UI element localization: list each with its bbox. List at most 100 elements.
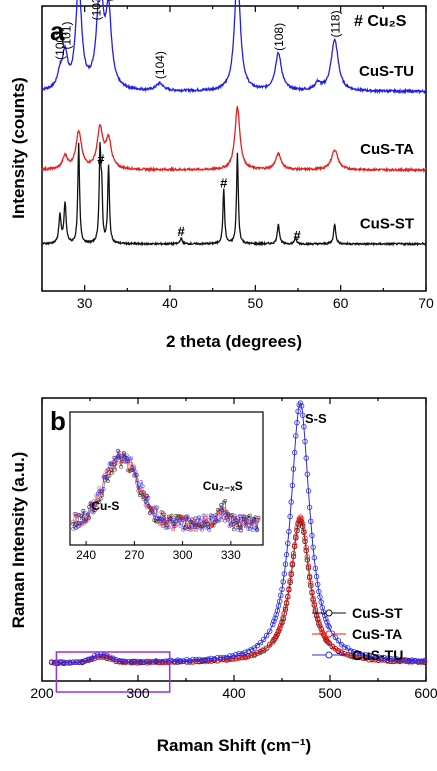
raman-point <box>357 651 363 657</box>
panel-b-series <box>48 400 428 666</box>
raman-point <box>153 658 159 664</box>
raman-point <box>335 647 342 654</box>
panel-a-hash-marks: # # # # <box>97 152 301 243</box>
raman-point <box>280 579 286 585</box>
raman-point <box>248 646 254 653</box>
x-tick-label: 40 <box>162 295 178 311</box>
peak-label: (104) <box>153 51 167 79</box>
panel-a-x-ticks: 30 40 50 60 70 <box>41 6 434 311</box>
panel-b-legend: CuS-ST CuS-TA CuS-TU <box>312 605 403 663</box>
raman-point <box>315 581 321 588</box>
raman-point <box>397 657 403 663</box>
peak-label: (101) <box>60 22 74 50</box>
raman-point <box>366 652 372 658</box>
raman-point <box>409 657 415 663</box>
raman-point <box>310 544 316 550</box>
series-label-cus-tu: CuS-TU <box>359 63 414 80</box>
raman-point <box>233 651 239 658</box>
raman-point <box>363 652 369 658</box>
raman-point <box>239 654 245 661</box>
raman-point <box>308 518 314 524</box>
raman-point <box>214 655 221 661</box>
raman-point <box>318 626 324 632</box>
cu2s-hash-mark: # <box>177 224 185 239</box>
raman-point <box>134 658 141 665</box>
raman-point <box>289 560 296 567</box>
inset-point <box>187 522 191 527</box>
raman-point <box>306 504 313 511</box>
raman-point <box>295 408 301 414</box>
xrd-series-cus-tu <box>41 0 427 95</box>
inset-point <box>176 518 181 523</box>
raman-point <box>403 657 409 663</box>
inset-point <box>205 518 210 523</box>
legend-label-cus-tu: CuS-TU <box>352 647 403 663</box>
inset-point <box>137 485 142 490</box>
raman-point <box>293 533 299 539</box>
raman-point <box>79 659 85 665</box>
cu2s-hash-mark: # <box>220 175 228 190</box>
raman-point <box>316 588 322 595</box>
raman-point <box>88 655 95 661</box>
raman-point <box>263 632 270 639</box>
raman-point <box>131 658 138 664</box>
raman-point <box>312 606 319 612</box>
raman-point <box>310 595 316 602</box>
raman-point <box>388 655 394 662</box>
raman-point <box>418 658 425 664</box>
x-tick-label: 300 <box>126 685 150 701</box>
raman-point <box>290 466 297 472</box>
raman-point <box>304 554 310 560</box>
raman-point <box>147 658 153 665</box>
raman-point <box>64 660 70 666</box>
raman-point <box>391 656 397 662</box>
raman-point <box>91 653 98 659</box>
raman-point <box>369 657 375 663</box>
raman-point <box>292 542 298 548</box>
raman-point <box>271 618 277 624</box>
panel-a-frame <box>41 5 427 292</box>
inset-point <box>152 512 157 517</box>
raman-point <box>177 658 184 664</box>
raman-point <box>381 655 388 661</box>
raman-point <box>311 601 317 607</box>
raman-point <box>251 651 258 657</box>
peak-label: (006) <box>102 0 116 1</box>
raman-point <box>290 551 297 557</box>
raman-point <box>394 656 400 662</box>
inset-point <box>172 524 177 529</box>
raman-point <box>318 599 324 605</box>
raman-point <box>360 652 366 658</box>
raman-point <box>297 400 304 406</box>
raman-point <box>409 659 415 665</box>
raman-point <box>205 656 211 662</box>
series-label-cus-ta: CuS-TA <box>360 141 414 158</box>
panel-b-y-axis-label: Raman Intensity (a.u.) <box>9 452 28 629</box>
raman-point <box>223 657 230 663</box>
legend-label-cus-st: CuS-ST <box>352 605 403 621</box>
raman-point <box>282 605 289 611</box>
raman-point <box>230 653 236 659</box>
raman-point <box>211 656 218 662</box>
inset-plot: 240 270 300 330 Cu-S Cu₂₋ₓS <box>69 411 264 562</box>
cu2s-hash-mark: # <box>294 228 302 243</box>
raman-point <box>406 657 412 664</box>
raman-point <box>208 655 214 662</box>
raman-point <box>375 654 382 660</box>
raman-point <box>285 540 291 546</box>
raman-point <box>305 488 312 494</box>
raman-point <box>306 573 313 579</box>
raman-point <box>263 645 270 651</box>
raman-point <box>248 652 254 659</box>
raman-point <box>73 659 79 665</box>
raman-point <box>230 656 236 662</box>
raman-point <box>141 659 147 665</box>
raman-point <box>184 659 190 665</box>
raman-point <box>293 433 299 439</box>
raman-point <box>300 521 306 527</box>
raman-point <box>354 650 360 656</box>
inset-x-tick-label: 300 <box>173 548 193 562</box>
raman-point <box>202 657 208 663</box>
inset-point <box>218 503 223 507</box>
raman-point <box>190 656 196 663</box>
